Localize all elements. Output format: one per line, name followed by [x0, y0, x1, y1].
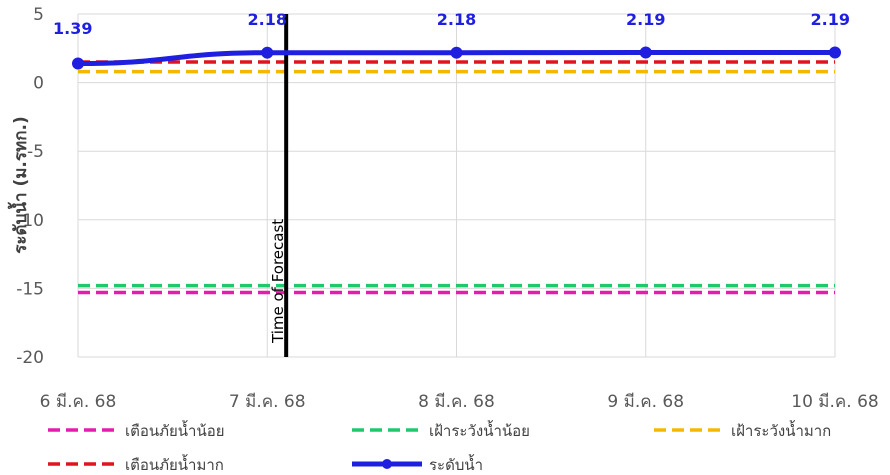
y-axis-title: ระดับน้ำ (ม.รทก.) [7, 116, 31, 253]
x-tick-label: 9 มี.ค. 68 [607, 392, 684, 412]
data-point [639, 46, 652, 59]
y-tick-label: 5 [33, 5, 44, 25]
data-point [72, 57, 84, 70]
data-label: 2.19 [626, 10, 665, 29]
data-label: 2.18 [437, 10, 476, 29]
data-label: 2.18 [248, 10, 287, 29]
legend-label: ระดับน้ำ [429, 454, 483, 474]
forecast-marker-label: Time of Forecast [269, 219, 287, 344]
y-tick-label: -15 [16, 279, 44, 299]
y-tick-label: -5 [27, 142, 44, 162]
data-label: 1.39 [53, 19, 92, 38]
legend-label: เตือนภัยน้ำมาก [125, 454, 224, 474]
x-tick-label: 10 มี.ค. 68 [791, 392, 878, 412]
data-point [450, 46, 463, 59]
legend-label: เตือนภัยน้ำน้อย [125, 420, 225, 440]
data-point [829, 46, 841, 59]
y-tick-label: 0 [33, 74, 44, 94]
data-point [261, 46, 274, 59]
legend-label: เฝ้าระวังน้ำมาก [731, 420, 831, 440]
x-tick-label: 7 มี.ค. 68 [229, 392, 306, 412]
y-tick-label: -10 [16, 211, 44, 231]
legend-label: เฝ้าระวังน้ำน้อย [429, 420, 530, 440]
data-label: 2.19 [811, 10, 850, 29]
x-tick-label: 6 มี.ค. 68 [40, 392, 117, 412]
x-tick-label: 8 มี.ค. 68 [418, 392, 495, 412]
y-tick-label: -20 [16, 348, 44, 368]
legend-swatch-marker [382, 459, 392, 469]
